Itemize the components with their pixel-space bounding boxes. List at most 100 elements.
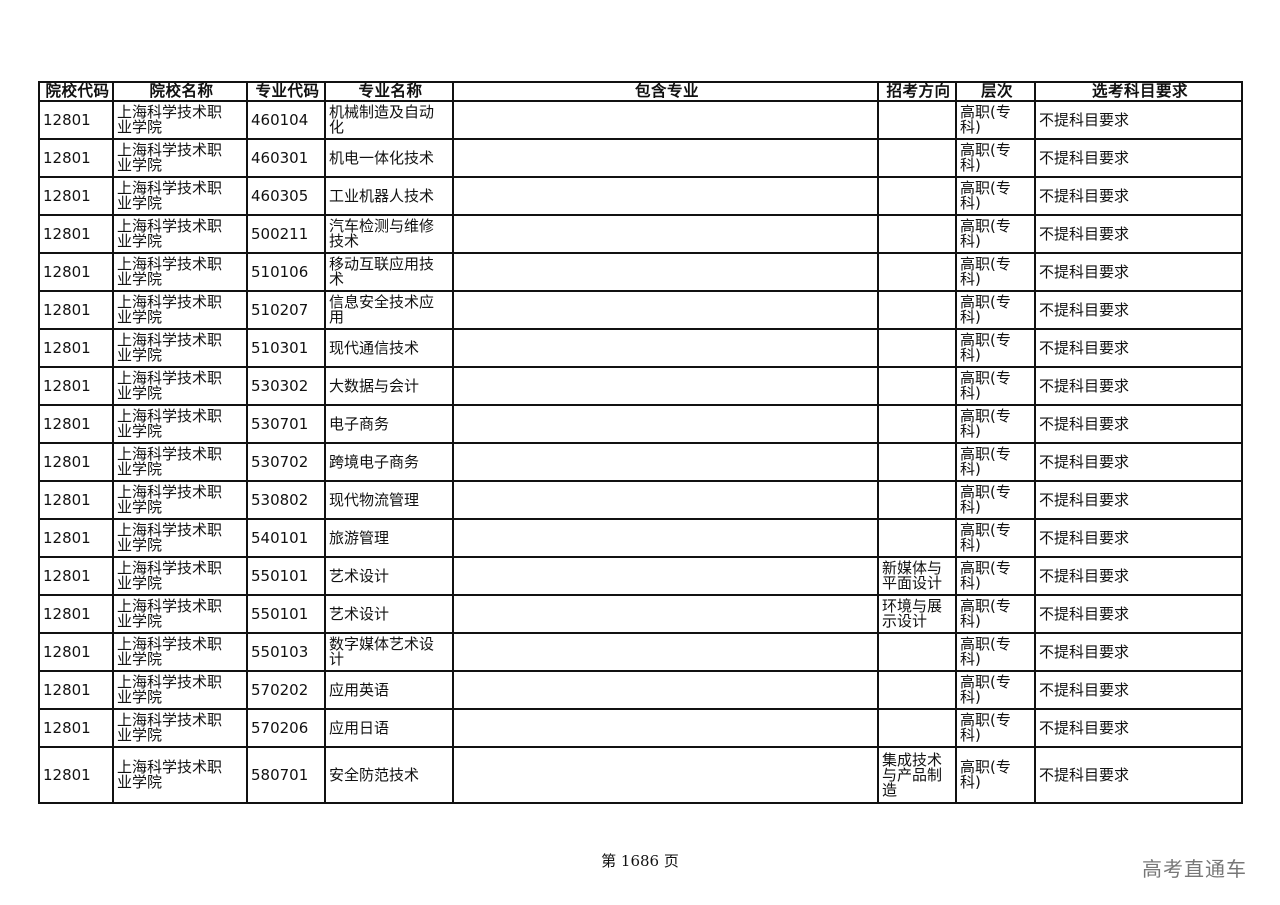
school-code-cell: 12801 xyxy=(38,442,114,482)
level-cell-text: 高职(专科) xyxy=(960,673,1011,706)
direction-cell: 新媒体与平面设计 xyxy=(877,556,957,596)
requirement-cell: 不提科目要求 xyxy=(1034,214,1243,254)
school-code-cell-text: 12801 xyxy=(43,414,91,433)
school-code-cell-text: 12801 xyxy=(43,718,91,737)
header-level: 层次 xyxy=(955,81,1036,102)
requirement-cell-text: 不提科目要求 xyxy=(1039,718,1130,737)
major-name-cell-text: 机械制造及自动化 xyxy=(329,103,435,136)
major-name-cell: 现代通信技术 xyxy=(324,328,454,368)
direction-cell xyxy=(877,670,957,710)
included-majors-cell xyxy=(452,632,879,672)
school-code-cell: 12801 xyxy=(38,746,114,804)
requirement-cell: 不提科目要求 xyxy=(1034,746,1243,804)
requirement-cell: 不提科目要求 xyxy=(1034,252,1243,292)
header-direction: 招考方向 xyxy=(877,81,957,102)
school-name-cell-text: 上海科学技术职业学院 xyxy=(117,445,223,478)
direction-cell: 环境与展示设计 xyxy=(877,594,957,634)
major-code-cell: 540101 xyxy=(246,518,326,558)
level-cell-text: 高职(专科) xyxy=(960,445,1011,478)
table-row: 12801 上海科学技术职业学院 530802 现代物流管理 高职(专科) 不提科目要求 xyxy=(38,480,1243,520)
school-code-cell: 12801 xyxy=(38,176,114,216)
school-name-cell: 上海科学技术职业学院 xyxy=(112,138,248,178)
major-name-cell: 大数据与会计 xyxy=(324,366,454,406)
header-requirement: 选考科目要求 xyxy=(1034,81,1243,102)
requirement-cell-text: 不提科目要求 xyxy=(1039,604,1130,623)
level-cell-text: 高职(专科) xyxy=(960,635,1011,668)
school-name-cell: 上海科学技术职业学院 xyxy=(112,480,248,520)
school-name-cell-text: 上海科学技术职业学院 xyxy=(117,711,223,744)
included-majors-cell xyxy=(452,556,879,596)
major-code-cell: 530701 xyxy=(246,404,326,444)
included-majors-cell xyxy=(452,442,879,482)
level-cell-text: 高职(专科) xyxy=(960,293,1011,326)
major-name-cell-text: 汽车检测与维修技术 xyxy=(329,217,435,250)
major-code-cell-text: 550101 xyxy=(251,566,309,585)
major-name-cell-text: 大数据与会计 xyxy=(329,376,420,395)
requirement-cell-text: 不提科目要求 xyxy=(1039,224,1130,243)
table-row: 12801 上海科学技术职业学院 540101 旅游管理 高职(专科) 不提科目要求 xyxy=(38,518,1243,558)
direction-cell: 集成技术与产品制造 xyxy=(877,746,957,804)
school-code-cell: 12801 xyxy=(38,670,114,710)
major-code-cell-text: 570206 xyxy=(251,718,309,737)
requirement-cell-text: 不提科目要求 xyxy=(1039,642,1130,661)
major-code-cell-text: 460305 xyxy=(251,186,309,205)
watermark: 高考直通车 xyxy=(1142,857,1247,881)
major-name-cell-text: 现代通信技术 xyxy=(329,338,420,357)
table-row: 12801 上海科学技术职业学院 530701 电子商务 高职(专科) 不提科目要求 xyxy=(38,404,1243,444)
requirement-cell-text: 不提科目要求 xyxy=(1039,452,1130,471)
direction-cell xyxy=(877,290,957,330)
major-name-cell-text: 艺术设计 xyxy=(329,566,390,585)
school-code-cell: 12801 xyxy=(38,632,114,672)
requirement-cell-text: 不提科目要求 xyxy=(1039,765,1130,784)
table-row: 12801 上海科学技术职业学院 500211 汽车检测与维修技术 高职(专科) 不提科目… xyxy=(38,214,1243,254)
level-cell-text: 高职(专科) xyxy=(960,407,1011,440)
table-row: 12801 上海科学技术职业学院 570202 应用英语 高职(专科) 不提科目要求 xyxy=(38,670,1243,710)
school-name-cell: 上海科学技术职业学院 xyxy=(112,670,248,710)
major-code-cell: 550103 xyxy=(246,632,326,672)
school-code-cell: 12801 xyxy=(38,404,114,444)
table-row: 12801 上海科学技术职业学院 550101 艺术设计 环境与展示设计 高职(专科) 不提… xyxy=(38,594,1243,634)
table-row: 12801 上海科学技术职业学院 570206 应用日语 高职(专科) 不提科目要求 xyxy=(38,708,1243,748)
major-name-cell-text: 信息安全技术应用 xyxy=(329,293,435,326)
table-row: 12801 上海科学技术职业学院 510106 移动互联应用技术 高职(专科) 不提科目要… xyxy=(38,252,1243,292)
level-cell-text: 高职(专科) xyxy=(960,758,1011,791)
level-cell: 高职(专科) xyxy=(955,366,1036,406)
direction-cell xyxy=(877,366,957,406)
school-code-cell: 12801 xyxy=(38,214,114,254)
included-majors-cell xyxy=(452,708,879,748)
table-row: 12801 上海科学技术职业学院 510301 现代通信技术 高职(专科) 不提科目要求 xyxy=(38,328,1243,368)
requirement-cell: 不提科目要求 xyxy=(1034,518,1243,558)
requirement-cell: 不提科目要求 xyxy=(1034,100,1243,140)
included-majors-cell xyxy=(452,328,879,368)
school-code-cell-text: 12801 xyxy=(43,566,91,585)
major-code-cell-text: 460104 xyxy=(251,110,309,129)
requirement-cell: 不提科目要求 xyxy=(1034,670,1243,710)
school-name-cell: 上海科学技术职业学院 xyxy=(112,176,248,216)
school-code-cell: 12801 xyxy=(38,100,114,140)
level-cell-text: 高职(专科) xyxy=(960,711,1011,744)
major-code-cell: 570202 xyxy=(246,670,326,710)
school-code-cell-text: 12801 xyxy=(43,148,91,167)
level-cell: 高职(专科) xyxy=(955,214,1036,254)
page-number: 第 1686 页 xyxy=(601,852,679,870)
school-name-cell: 上海科学技术职业学院 xyxy=(112,746,248,804)
level-cell: 高职(专科) xyxy=(955,328,1036,368)
major-code-cell-text: 530802 xyxy=(251,490,309,509)
level-cell-text: 高职(专科) xyxy=(960,597,1011,630)
school-name-cell: 上海科学技术职业学院 xyxy=(112,290,248,330)
requirement-cell-text: 不提科目要求 xyxy=(1039,376,1130,395)
major-code-cell-text: 550103 xyxy=(251,642,309,661)
included-majors-cell xyxy=(452,100,879,140)
school-name-cell-text: 上海科学技术职业学院 xyxy=(117,673,223,706)
major-code-cell-text: 460301 xyxy=(251,148,309,167)
school-code-cell-text: 12801 xyxy=(43,300,91,319)
school-name-cell-text: 上海科学技术职业学院 xyxy=(117,103,223,136)
school-code-cell: 12801 xyxy=(38,290,114,330)
major-name-cell: 应用日语 xyxy=(324,708,454,748)
school-code-cell: 12801 xyxy=(38,252,114,292)
major-name-cell-text: 旅游管理 xyxy=(329,528,390,547)
table-row: 12801 上海科学技术职业学院 550103 数字媒体艺术设计 高职(专科) 不提科目要… xyxy=(38,632,1243,672)
included-majors-cell xyxy=(452,366,879,406)
table-row: 12801 上海科学技术职业学院 460301 机电一体化技术 高职(专科) 不提科目要求 xyxy=(38,138,1243,178)
requirement-cell-text: 不提科目要求 xyxy=(1039,680,1130,699)
